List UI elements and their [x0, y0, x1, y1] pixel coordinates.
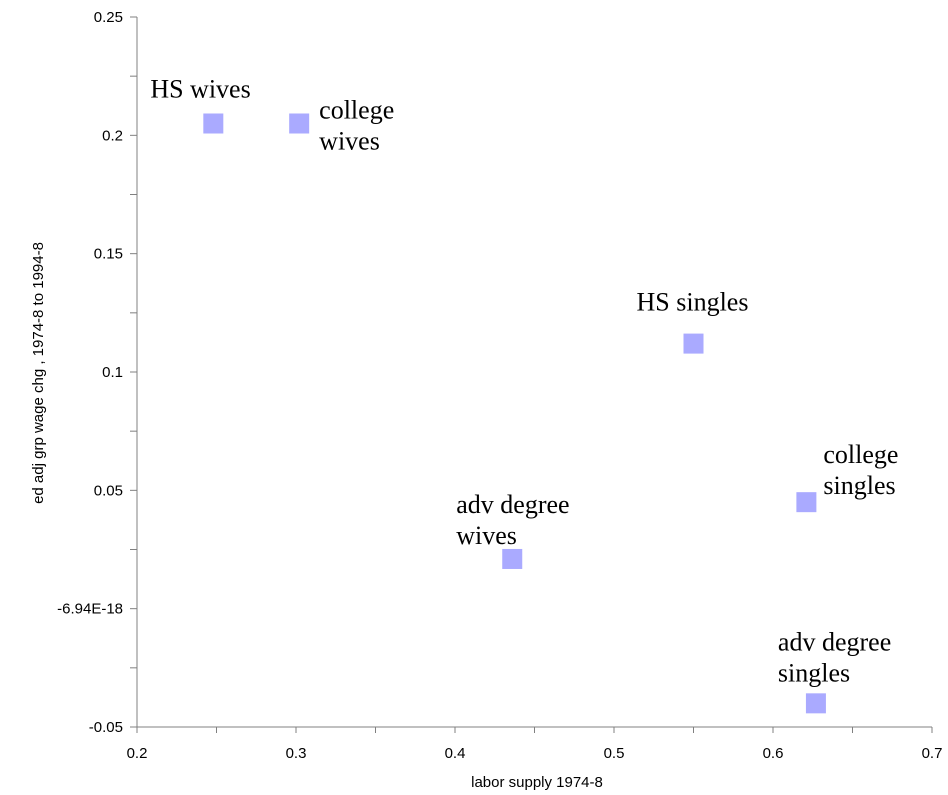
point-label: adv degree wives	[456, 490, 569, 550]
point-label-line: HS wives	[150, 75, 250, 104]
point-label-line: wives	[319, 127, 380, 156]
point-label-line: HS singles	[637, 288, 749, 317]
data-point	[805, 693, 826, 714]
x-tick-label: 0.7	[922, 745, 943, 762]
point-label: adv degree singles	[778, 627, 891, 687]
x-tick-label: 0.2	[127, 745, 148, 762]
point-label-line: college	[319, 96, 394, 125]
x-tick-label: 0.3	[286, 745, 307, 762]
data-point	[203, 113, 224, 134]
x-axis-title: labor supply 1974-8	[471, 774, 603, 791]
point-label: HS wives	[150, 75, 250, 104]
data-point	[683, 333, 704, 354]
point-label: HS singles	[637, 288, 749, 317]
y-tick-label: 0.1	[102, 364, 123, 381]
y-tick-label: 0.05	[94, 482, 123, 499]
y-tick-label: -0.05	[89, 719, 123, 736]
y-tick-label: -6.94E-18	[57, 601, 123, 618]
y-tick-label: 0.15	[94, 246, 123, 263]
x-tick-label: 0.6	[763, 745, 784, 762]
point-label: college wives	[319, 96, 394, 156]
point-label-line: college	[823, 440, 898, 469]
data-point	[796, 492, 817, 513]
y-axis-title: ed adj grp wage chg , 1974-8 to 1994-8	[30, 242, 47, 504]
y-tick-label: 0.25	[94, 9, 123, 26]
data-point	[502, 548, 523, 569]
point-label-line: adv degree	[456, 490, 569, 519]
point-label-line: wives	[456, 521, 517, 550]
point-label-line: singles	[823, 471, 895, 500]
y-tick-label: 0.2	[102, 127, 123, 144]
y-axis-ticks: 0.25 0.2 0.15 0.1 0.05 -6.94E-18 -0.05	[57, 9, 137, 736]
axes	[136, 17, 932, 728]
data-point	[289, 113, 310, 134]
data-points	[203, 113, 826, 714]
x-axis-ticks: 0.2 0.3 0.4 0.5 0.6 0.7	[127, 727, 943, 762]
point-label-line: adv degree	[778, 627, 891, 656]
point-label-line: singles	[778, 658, 850, 687]
x-tick-label: 0.4	[445, 745, 466, 762]
x-tick-label: 0.5	[604, 745, 625, 762]
point-label: college singles	[823, 440, 898, 500]
